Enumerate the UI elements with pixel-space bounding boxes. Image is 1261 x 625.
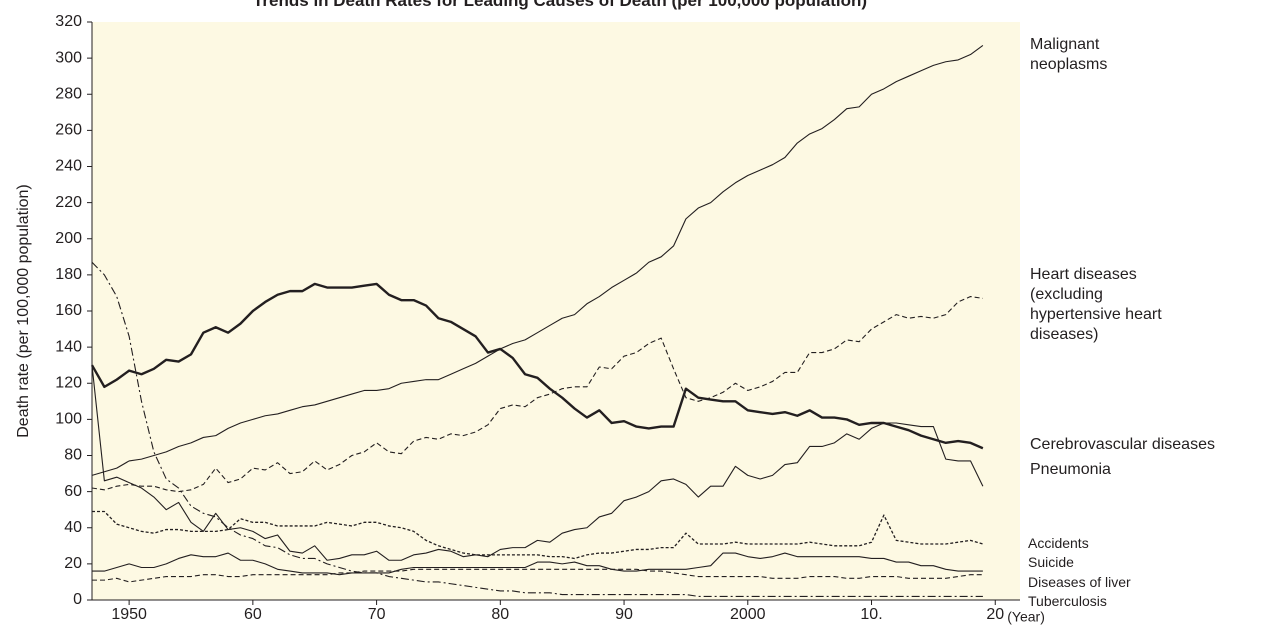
y-tick-label: 120 xyxy=(55,374,82,391)
series-line xyxy=(92,510,984,560)
y-tick-label: 140 xyxy=(55,338,82,355)
x-tick-label: 10. xyxy=(860,606,882,623)
y-tick-label: 320 xyxy=(55,13,82,30)
series-line xyxy=(92,552,983,576)
x-tick-label: 1950 xyxy=(111,606,147,623)
x-tick-label: 80 xyxy=(491,606,509,623)
y-tick-label: 60 xyxy=(64,483,82,500)
x-tick-label: 20 xyxy=(986,606,1004,623)
series-line xyxy=(91,45,984,476)
y-tick-label: 100 xyxy=(55,411,82,428)
x-tick-label: 2000 xyxy=(730,606,766,623)
x-axis-label: (Year) xyxy=(1007,609,1045,625)
legend-label: Tuberculosis xyxy=(1028,593,1107,609)
legend-label: Pneumonia xyxy=(1030,461,1111,478)
y-tick-label: 160 xyxy=(55,302,82,319)
y-tick-label: 0 xyxy=(73,591,82,608)
y-tick-label: 280 xyxy=(55,85,82,102)
y-tick-label: 40 xyxy=(64,519,82,536)
legend-label: Suicide xyxy=(1028,554,1074,570)
y-tick-label: 20 xyxy=(64,555,82,572)
y-tick-label: 80 xyxy=(64,447,82,464)
chart-title: Trends in Death Rates for Leading Causes… xyxy=(253,0,867,10)
series-line xyxy=(91,365,984,561)
y-tick-label: 240 xyxy=(55,158,82,175)
y-tick-label: 200 xyxy=(55,230,82,247)
legend-label: Heart diseases (excluding hypertensive h… xyxy=(1030,266,1162,343)
legend-label: Malignant neoplasms xyxy=(1030,36,1108,73)
legend-label: Cerebrovascular diseases xyxy=(1030,436,1215,453)
series-line xyxy=(92,568,983,583)
y-tick-label: 180 xyxy=(55,266,82,283)
series-line xyxy=(90,282,984,450)
legend-label: Accidents xyxy=(1028,535,1089,551)
legend-label: Diseases of liver xyxy=(1028,574,1131,590)
series-line xyxy=(91,261,983,597)
x-tick-label: 90 xyxy=(615,606,633,623)
x-tick-label: 70 xyxy=(368,606,386,623)
y-tick-label: 260 xyxy=(55,122,82,139)
y-tick-label: 300 xyxy=(55,49,82,66)
y-axis-label: Death rate (per 100,000 population) xyxy=(15,184,32,438)
series-line xyxy=(91,296,983,493)
plot-area xyxy=(92,22,1020,600)
x-tick-label: 60 xyxy=(244,606,262,623)
y-tick-label: 220 xyxy=(55,194,82,211)
